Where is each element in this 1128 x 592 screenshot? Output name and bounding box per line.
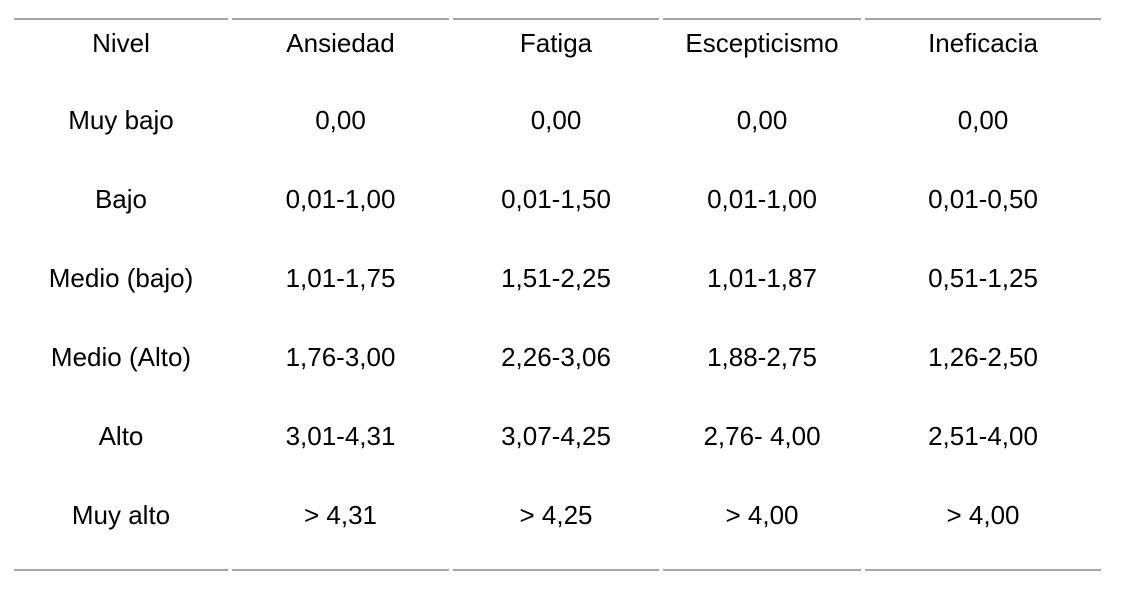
table-cell: 0,01-1,00: [707, 184, 817, 214]
table-cell: 0,00: [315, 105, 366, 135]
table-row-alto: Alto 3,01-4,31 3,07-4,25 2,76- 4,00 2,51…: [14, 413, 1101, 492]
table-cell: 0,00: [530, 105, 582, 135]
table-cell: 1,88-2,75: [707, 342, 817, 372]
row-label: Muy alto: [14, 492, 228, 571]
table-cell: 0,00: [736, 105, 788, 135]
row-label: Alto: [98, 421, 144, 451]
table-cell: 1,01-1,75: [285, 263, 396, 293]
table-cell: 0,01-0,50: [928, 184, 1038, 214]
table-cell: 3,01-4,31: [285, 421, 396, 451]
column-header-ansiedad: Ansiedad: [232, 18, 449, 97]
row-label: Bajo: [94, 184, 148, 214]
table-row-medio-bajo: Medio (bajo) 1,01-1,75 1,51-2,25 1,01-1,…: [14, 255, 1101, 334]
table-cell: > 4,00: [865, 492, 1101, 571]
table-cell: 1,01-1,87: [707, 263, 817, 293]
levels-table: Nivel Ansiedad Fatiga Escepticismo Inefi…: [10, 18, 1105, 571]
table-cell: 0,01-1,50: [501, 184, 611, 214]
row-label: Medio (Alto): [50, 342, 192, 372]
table-cell: 1,51-2,25: [501, 263, 611, 293]
row-label: Muy bajo: [68, 105, 174, 135]
table-cell: > 4,00: [663, 492, 861, 571]
table-cell: 2,51-4,00: [928, 421, 1038, 451]
table-row-bajo: Bajo 0,01-1,00 0,01-1,50 0,01-1,00 0,01-…: [14, 176, 1101, 255]
table-row-medio-alto: Medio (Alto) 1,76-3,00 2,26-3,06 1,88-2,…: [14, 334, 1101, 413]
table-cell: 0,51-1,25: [928, 263, 1038, 293]
table-cell: 0,01-1,00: [285, 184, 396, 214]
table-cell: > 4,25: [453, 492, 659, 571]
column-header-ineficacia: Ineficacia: [865, 18, 1101, 97]
table-cell: > 4,31: [232, 492, 449, 571]
header-row: Nivel Ansiedad Fatiga Escepticismo Inefi…: [14, 18, 1101, 97]
column-header-fatiga: Fatiga: [453, 18, 659, 97]
row-label: Medio (bajo): [48, 263, 194, 293]
table-cell: 1,76-3,00: [285, 342, 396, 372]
table-cell: 3,07-4,25: [501, 421, 611, 451]
table-row-muy-bajo: Muy bajo 0,00 0,00 0,00 0,00: [14, 97, 1101, 176]
table-cell: 0,00: [957, 105, 1009, 135]
table-cell: 1,26-2,50: [928, 342, 1038, 372]
column-header-nivel: Nivel: [14, 18, 228, 97]
table-cell: 2,76- 4,00: [703, 421, 821, 451]
table-row-muy-alto: Muy alto > 4,31 > 4,25 > 4,00 > 4,00: [14, 492, 1101, 571]
column-header-escepticismo: Escepticismo: [663, 18, 861, 97]
table-cell: 2,26-3,06: [501, 342, 611, 372]
